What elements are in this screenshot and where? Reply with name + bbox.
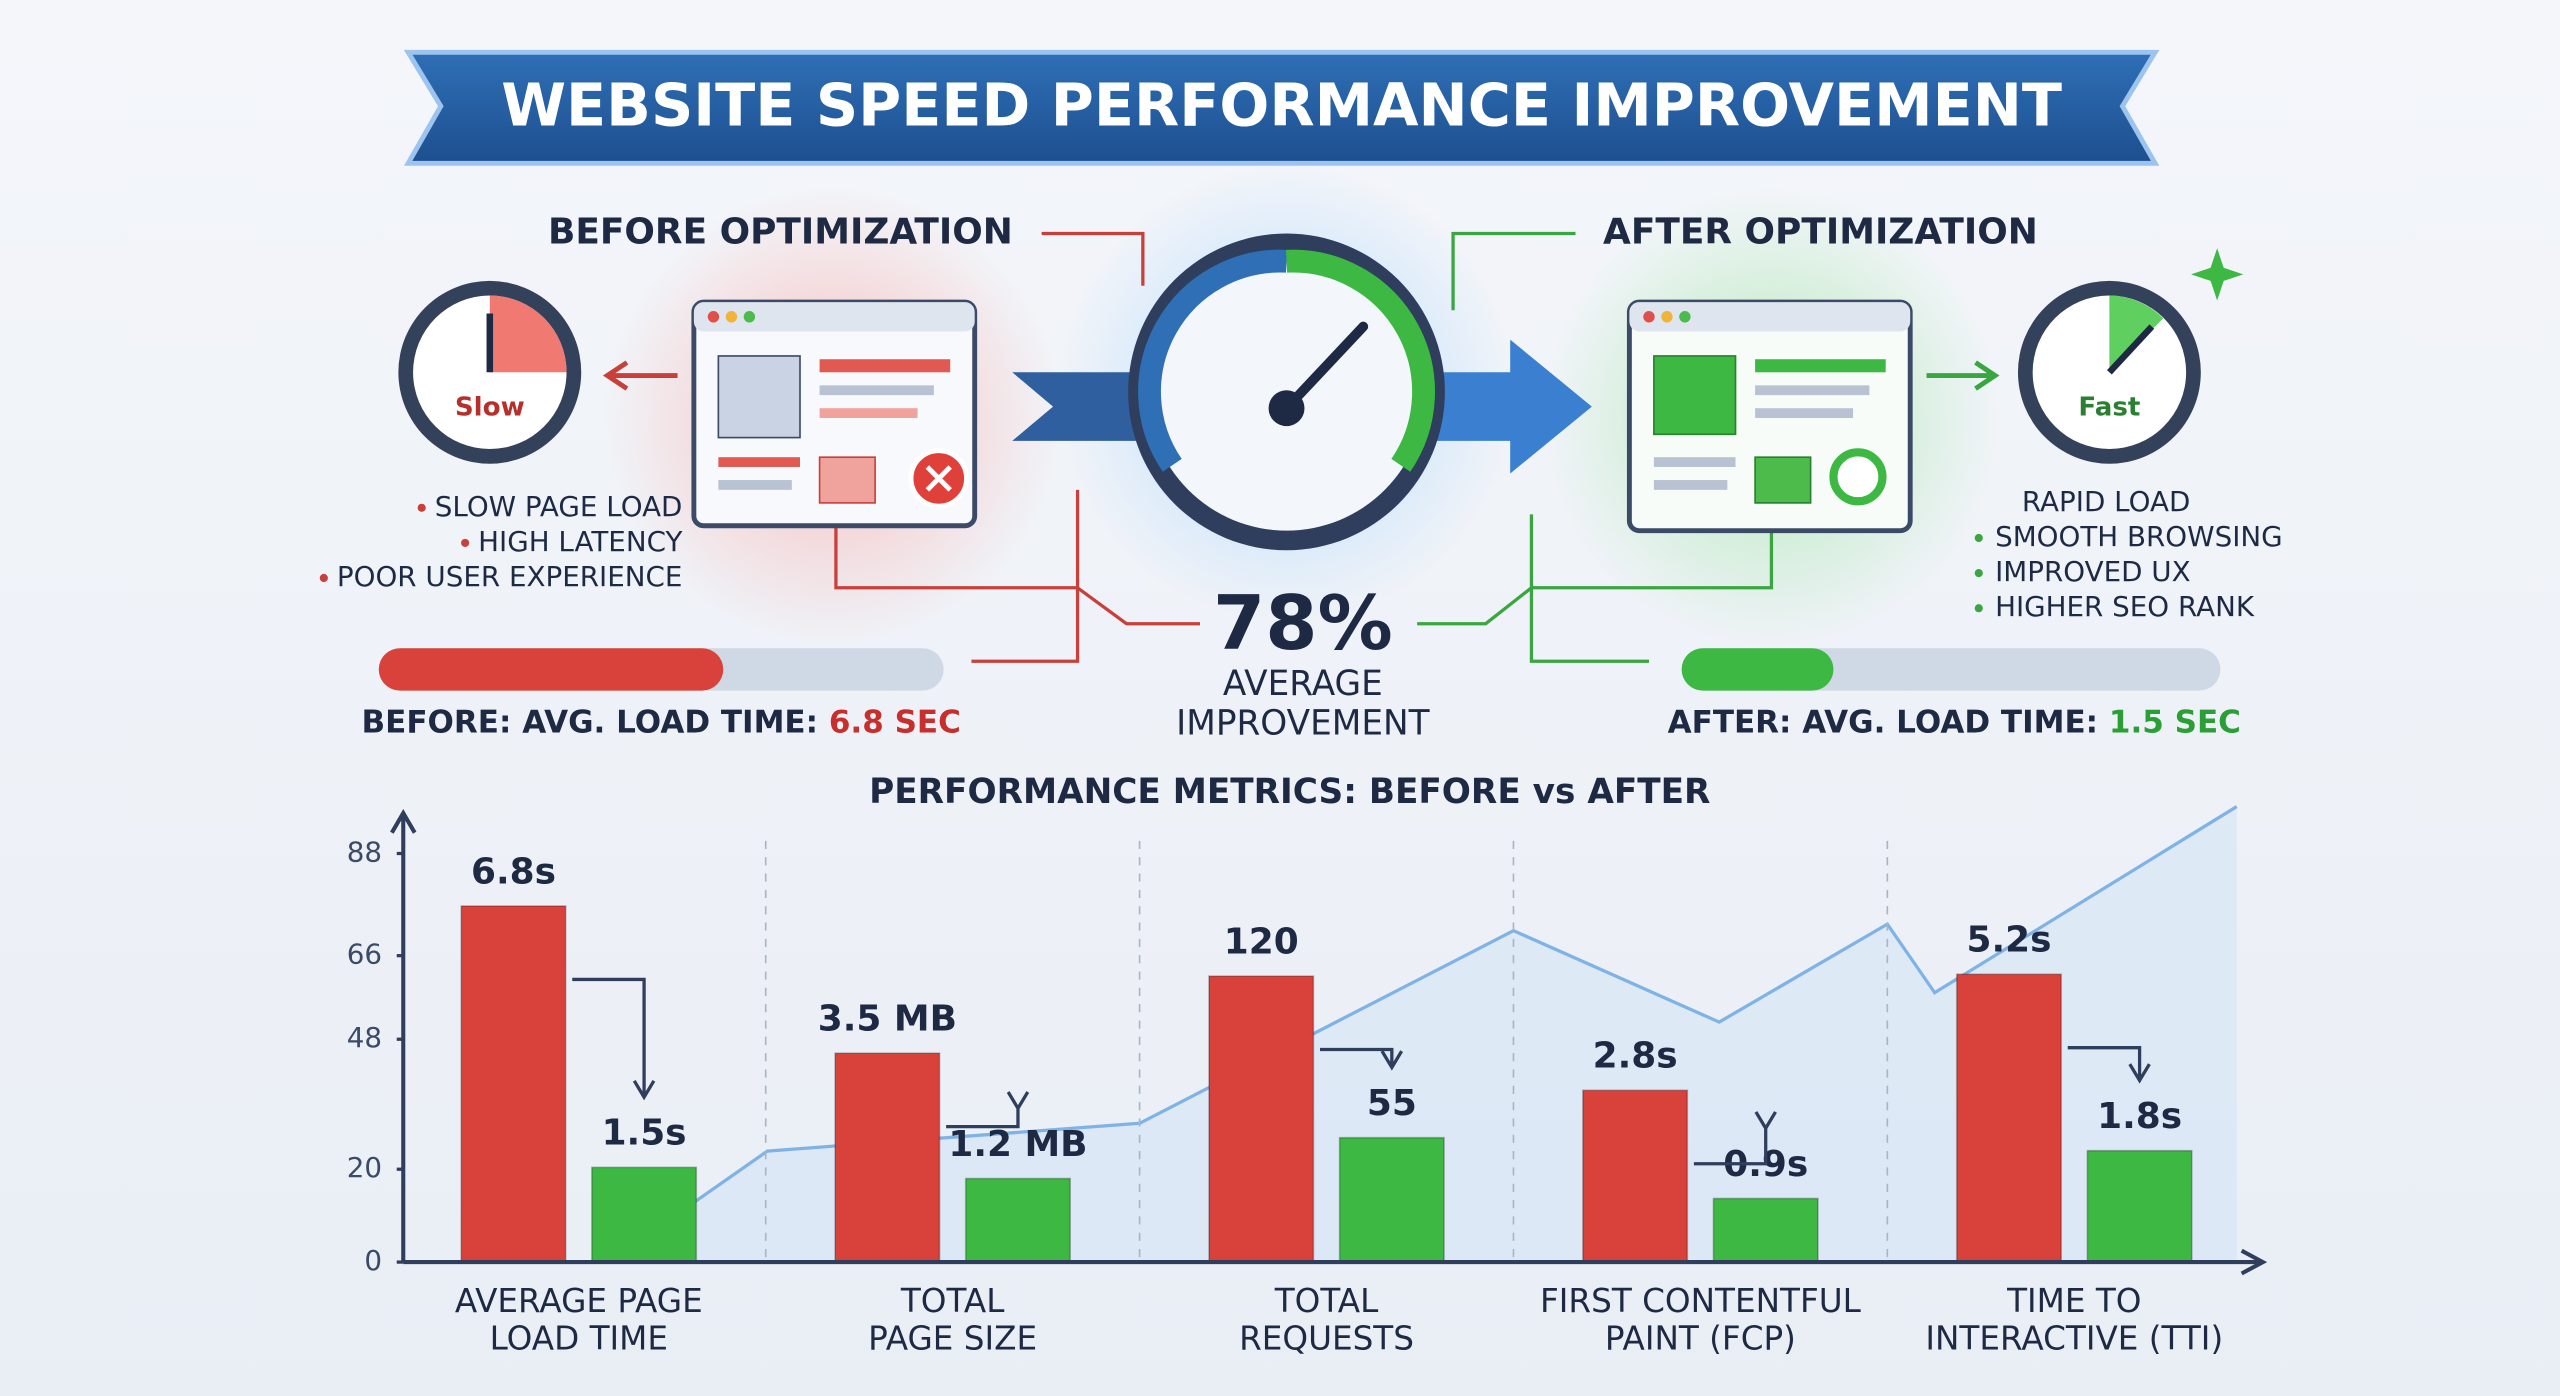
browser-bar bbox=[693, 302, 975, 332]
bar bbox=[2086, 1149, 2193, 1263]
chart-title: PERFORMANCE METRICS: BEFORE vs AFTER bbox=[869, 772, 1710, 812]
bar bbox=[1712, 1197, 1819, 1263]
trend-area bbox=[685, 806, 2237, 1263]
value-label: 6.8s bbox=[471, 851, 556, 892]
success-icon bbox=[1829, 448, 1887, 506]
x-tick-label: PAGE SIZE bbox=[868, 1319, 1037, 1357]
summary-label: AFTER: AVG. LOAD TIME: bbox=[1668, 704, 2098, 740]
summary-value: 6.8 SEC bbox=[829, 704, 961, 740]
bar bbox=[1208, 975, 1315, 1263]
title: WEBSITE SPEED PERFORMANCE IMPROVEMENT bbox=[501, 71, 2062, 140]
arrow bbox=[1926, 360, 2000, 391]
improvement-caption: IMPROVEMENT bbox=[1176, 703, 1430, 743]
bar bbox=[591, 1166, 698, 1263]
clock-segment bbox=[489, 295, 567, 373]
x-tick-label: AVERAGE PAGE bbox=[455, 1282, 703, 1320]
summary-label: BEFORE: AVG. LOAD TIME: bbox=[362, 704, 818, 740]
bullet-text: RAPID LOAD bbox=[2022, 485, 2190, 518]
axes bbox=[390, 809, 2268, 1276]
change-arrow bbox=[946, 1091, 1030, 1129]
x-tick-label: LOAD TIME bbox=[490, 1319, 668, 1357]
x-tick-label: INTERACTIVE (TTI) bbox=[1925, 1319, 2223, 1357]
x-tick-label: PAINT (FCP) bbox=[1605, 1319, 1796, 1357]
change-arrow bbox=[1693, 1111, 1777, 1166]
connector bbox=[834, 231, 1200, 663]
progress-fill bbox=[1681, 648, 1834, 691]
value-label: 120 bbox=[1224, 921, 1299, 962]
bullet bbox=[319, 573, 328, 583]
browser-bar bbox=[1629, 302, 1911, 332]
change-arrow bbox=[2067, 1046, 2151, 1084]
y-tick-label: 88 bbox=[347, 836, 382, 869]
x-tick-label: FIRST CONTENTFUL bbox=[1540, 1282, 1862, 1320]
clock-hand bbox=[2106, 324, 2155, 375]
change-arrow bbox=[572, 977, 656, 1101]
improvement-caption: AVERAGE bbox=[1223, 664, 1383, 704]
y-tick-label: 0 bbox=[364, 1244, 382, 1277]
progress-fill bbox=[378, 648, 724, 691]
gauge-needle bbox=[1281, 321, 1369, 414]
bullet bbox=[1974, 569, 1983, 578]
improvement: 78% bbox=[1213, 579, 1393, 667]
bullet-text: SMOOTH BROWSING bbox=[1995, 520, 2283, 553]
arrow bbox=[1012, 372, 1143, 441]
bullet bbox=[1974, 604, 1983, 613]
bar bbox=[1955, 973, 2063, 1263]
value-label: 5.2s bbox=[1966, 920, 2051, 961]
value-label: 1.2 MB bbox=[948, 1124, 1087, 1165]
bullet-text: HIGHER SEO RANK bbox=[1995, 590, 2255, 623]
after-summary: AFTER: AVG. LOAD TIME: 1.5 SEC bbox=[1668, 704, 2241, 740]
x-tick-label: TOTAL bbox=[1274, 1282, 1379, 1320]
bar bbox=[460, 905, 567, 1263]
bar bbox=[1582, 1089, 1689, 1263]
connector bbox=[1417, 231, 1774, 663]
bar bbox=[834, 1052, 941, 1263]
arrow bbox=[1436, 339, 1592, 474]
value-label: 1.8s bbox=[2097, 1096, 2182, 1137]
gauge-arc bbox=[1138, 249, 1288, 472]
arrow bbox=[602, 360, 678, 391]
separators bbox=[764, 840, 1889, 1263]
x-tick-label: TIME TO bbox=[2006, 1282, 2141, 1320]
summary-value: 1.5 SEC bbox=[2109, 704, 2241, 740]
value-label: 55 bbox=[1367, 1083, 1417, 1124]
sparkle bbox=[2191, 248, 2244, 301]
after-heading: AFTER OPTIMIZATION bbox=[1603, 212, 2038, 253]
value-label: 2.8s bbox=[1593, 1036, 1678, 1077]
bullet bbox=[1974, 533, 1983, 543]
change-arrow bbox=[1320, 1047, 1404, 1071]
image-placeholder bbox=[717, 355, 801, 439]
bullet-text: HIGH LATENCY bbox=[478, 525, 682, 558]
bar bbox=[1338, 1136, 1445, 1263]
y-tick-label: 20 bbox=[347, 1151, 382, 1184]
bullet-text: IMPROVED UX bbox=[1995, 555, 2191, 588]
bullet bbox=[417, 503, 426, 512]
bullet bbox=[461, 538, 470, 547]
y-tick-label: 66 bbox=[347, 938, 382, 971]
trend-line bbox=[684, 805, 2238, 1210]
image-placeholder bbox=[1653, 355, 1737, 436]
value-label: 3.5 MB bbox=[818, 998, 957, 1039]
bullet-text: POOR USER EXPERIENCE bbox=[337, 560, 683, 593]
value-label: 1.5s bbox=[602, 1113, 687, 1154]
before-heading: BEFORE OPTIMIZATION bbox=[548, 212, 1013, 253]
bar bbox=[964, 1177, 1072, 1263]
before-summary: BEFORE: AVG. LOAD TIME: 6.8 SEC bbox=[362, 704, 961, 740]
y-tick-label: 48 bbox=[347, 1021, 382, 1054]
title-banner bbox=[403, 49, 2160, 166]
clock-label: Fast bbox=[2078, 393, 2140, 423]
x-tick-label: TOTAL bbox=[900, 1282, 1005, 1320]
gauge-arc bbox=[1285, 249, 1435, 472]
clock-label: Slow bbox=[455, 393, 525, 423]
bullet-text: SLOW PAGE LOAD bbox=[435, 490, 683, 523]
x-tick-label: REQUESTS bbox=[1239, 1319, 1414, 1357]
